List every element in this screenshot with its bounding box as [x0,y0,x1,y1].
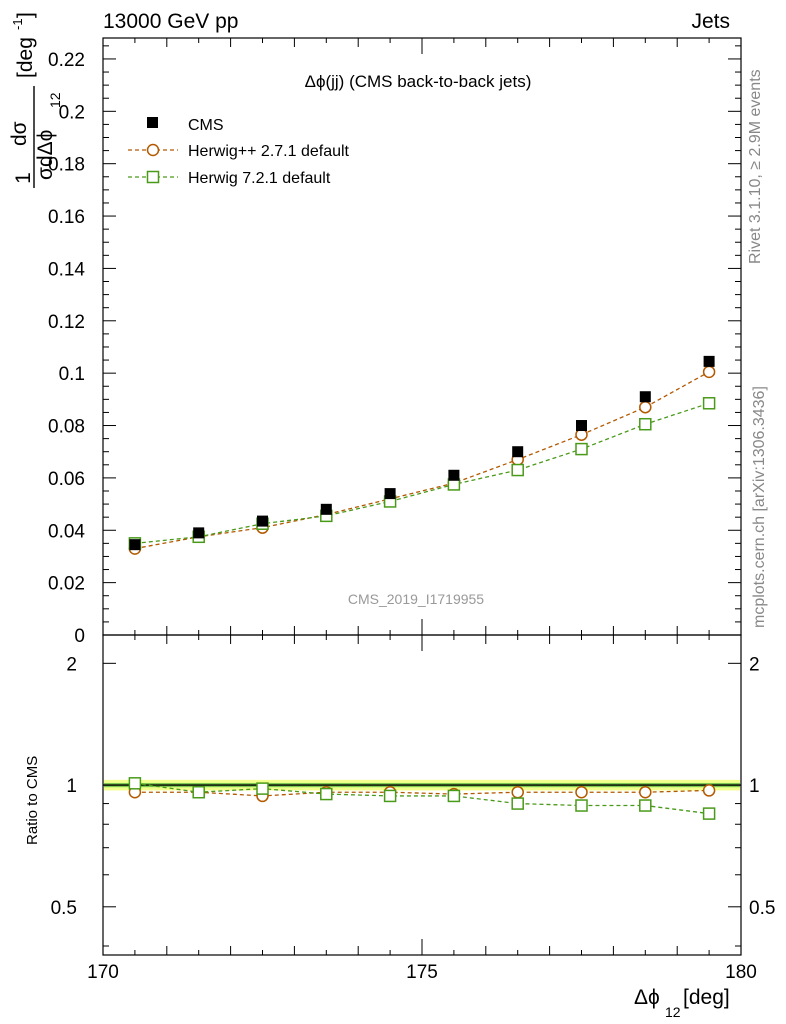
y-tick-label: 0.04 [48,521,85,542]
y-tick-label: 0.08 [48,417,85,438]
legend-label-herwig7: Herwig 7.2.1 default [188,170,331,187]
ratio-y-tick-label-right: 0.5 [749,898,775,919]
ratio-line-circle-open [134,789,710,797]
main-point-cms [703,355,715,367]
main-line-square-open [134,402,710,545]
main-point-cms [257,515,268,527]
ratio-point-herwig7 [383,789,397,803]
legend-label-cms: CMS [188,117,224,134]
main-point-herwig7 [702,397,716,410]
main-point-cms [512,446,524,458]
legend-marker-herwig7 [146,170,160,184]
ratio-y-tick-label: 2 [66,654,77,675]
ratio-point-herwig7 [256,782,269,795]
legend-label-herwigpp: Herwig++ 2.7.1 default [188,143,350,160]
ratio-x-ticks: 170 175 180 [87,635,757,983]
main-y-ticks: 0 0.02 0.04 0.06 0.08 0.1 0.12 0.14 0.16 0.18 0.2 0… [48,45,741,647]
main-point-cms [320,503,332,515]
ratio-point-herwig7 [702,807,716,820]
ylabel-denominator: σdΔϕ [34,130,57,180]
ratio-point-herwig7 [320,787,333,801]
header-left: 13000 GeV pp [103,10,238,33]
y-tick-label: 0.1 [59,364,85,385]
y-tick-label: 0.16 [48,207,85,228]
y-tick-label: 0 [74,626,85,647]
header-right: Jets [691,10,730,33]
main-point-herwig7 [639,417,652,431]
ylabel-close: ] [14,12,37,18]
legend: CMS Herwig++ 2.7.1 default Herwig 7.2.1 … [128,117,350,187]
ratio-line-square-open [134,782,710,815]
x-tick-label: 170 [87,962,119,983]
ratio-point-herwig7 [192,785,205,799]
main-point-cms [129,539,141,551]
main-point-cms [384,488,396,500]
x-tick-label: 180 [725,962,757,983]
ratio-y-axis-label: Ratio to CMS [24,756,41,845]
main-point-cms [448,469,460,481]
main-point-cms [193,527,205,539]
y-tick-label: 0.2 [59,102,85,123]
ratio-point-herwig7 [575,799,588,812]
main-y-axis-label: 1 dσ σdΔϕ 12 [deg -1 ] [8,12,63,188]
ratio-point-herwigpp [639,785,652,799]
main-point-cms [576,420,587,432]
ratio-point-herwig7 [447,789,461,803]
plot-title: Δϕ(jj) (CMS back-to-back jets) [305,72,532,91]
ratio-y-tick-label-right: 2 [749,654,760,675]
ratio-point-herwig7 [128,777,142,790]
ratio-y-tick-label: 0.5 [51,898,77,919]
ratio-point-herwigpp [575,785,588,799]
main-x-ticks [102,38,742,635]
x-axis-label: Δϕ 12 [deg] [634,986,730,1020]
main-point-cms [639,391,651,403]
ratio-y-ticks: 0.5 0.5 1 1 2 2 [51,654,775,947]
main-line-circle-open [134,371,710,550]
y-tick-label: 0.14 [48,259,85,280]
legend-marker-herwigpp [146,143,160,157]
main-series-lines [134,371,710,550]
xlabel-main: Δϕ [634,986,660,1009]
rivet-label: Rivet 3.1.10, ≥ 2.9M events [747,69,764,264]
ylabel-superscript: -1 [10,18,25,30]
y-tick-label: 0.18 [48,155,85,176]
y-tick-label: 0.02 [48,574,85,595]
ratio-point-herwig7 [511,797,524,810]
ylabel-subscript: 12 [47,92,63,108]
x-tick-label: 175 [406,962,438,983]
y-tick-label: 0.12 [48,312,85,333]
main-point-herwig7 [575,442,588,456]
xlabel-subscript: 12 [665,1004,681,1020]
ratio-y-tick-label-right: 1 [749,776,760,797]
ratio-series-lines [134,782,710,815]
main-panel: 0 0.02 0.04 0.06 0.08 0.1 0.12 0.14 0.16 0.18 0.2 0… [8,12,742,647]
y-tick-label: 0.22 [48,50,85,71]
legend-marker-cms [147,117,158,128]
ratio-point-herwigpp [702,784,716,797]
ylabel-unit: [deg [14,37,37,78]
ylabel-one: 1 [12,172,35,184]
ratio-point-herwigpp [511,785,524,799]
main-series-points [128,355,716,555]
analysis-id: CMS_2019_I1719955 [348,591,484,607]
ylabel-dsigma: dσ [8,121,31,146]
main-point-herwigpp [639,400,652,414]
ratio-series-points [128,777,716,820]
main-point-herwigpp [702,365,716,379]
mcplots-label: mcplots.cern.ch [arXiv:1306.3436] [751,386,768,628]
main-point-herwig7 [511,463,524,477]
ratio-panel: 0.5 0.51 12 2 170 175 180 Ratio to CMS Δϕ 12 … [24,634,775,1020]
ratio-y-tick-label: 1 [66,776,77,797]
ratio-point-herwig7 [639,799,652,812]
xlabel-unit: [deg] [683,986,730,1009]
y-tick-label: 0.06 [48,469,85,490]
